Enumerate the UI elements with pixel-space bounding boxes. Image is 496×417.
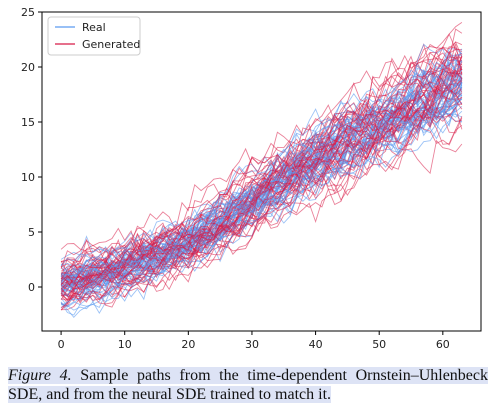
real-path [60,83,463,306]
real-path [60,108,462,297]
generated-path [60,56,462,285]
generated-path [60,103,462,311]
generated-path [60,69,463,297]
caption-text: Sample paths from the time-dependent Orn… [8,367,488,403]
real-path [60,60,463,266]
y-tick-label: 5 [28,226,35,239]
figure-caption: Figure 4. Sample paths from the time-dep… [8,366,488,404]
generated-path [60,90,463,302]
generated-path [60,74,463,293]
x-tick-label: 50 [372,338,386,351]
y-tick-label: 0 [28,281,35,294]
generated-path [60,54,463,301]
real-path [60,82,463,268]
y-tick-label: 20 [21,61,35,74]
real-path [60,101,463,314]
figure-label: Figure 4. [8,367,72,384]
x-tick-label: 20 [181,338,195,351]
generated-path [60,105,463,309]
legend-real-label: Real [82,21,106,34]
y-tick-label: 15 [21,116,35,129]
y-tick-label: 10 [21,171,35,184]
chart: 0 10 20 30 40 50 60 0 5 10 15 20 25 Real Generated [21,6,482,351]
x-tick-label: 10 [118,338,132,351]
generated-path [60,68,463,280]
x-tick-label: 40 [309,338,323,351]
y-tick-label: 25 [21,6,35,19]
legend-generated-label: Generated [82,38,140,51]
sample-paths [60,22,463,318]
y-axis: 0 5 10 15 20 25 [21,6,42,294]
plot-frame [41,11,482,332]
generated-path [60,41,463,269]
generated-path [60,22,463,264]
x-axis: 0 10 20 30 40 50 60 [58,331,450,351]
generated-path [60,110,463,304]
generated-path [60,58,463,275]
x-tick-label: 60 [436,338,450,351]
x-tick-label: 0 [58,338,65,351]
x-tick-label: 30 [245,338,259,351]
generated-path [60,68,463,291]
legend: Real Generated [47,16,141,56]
